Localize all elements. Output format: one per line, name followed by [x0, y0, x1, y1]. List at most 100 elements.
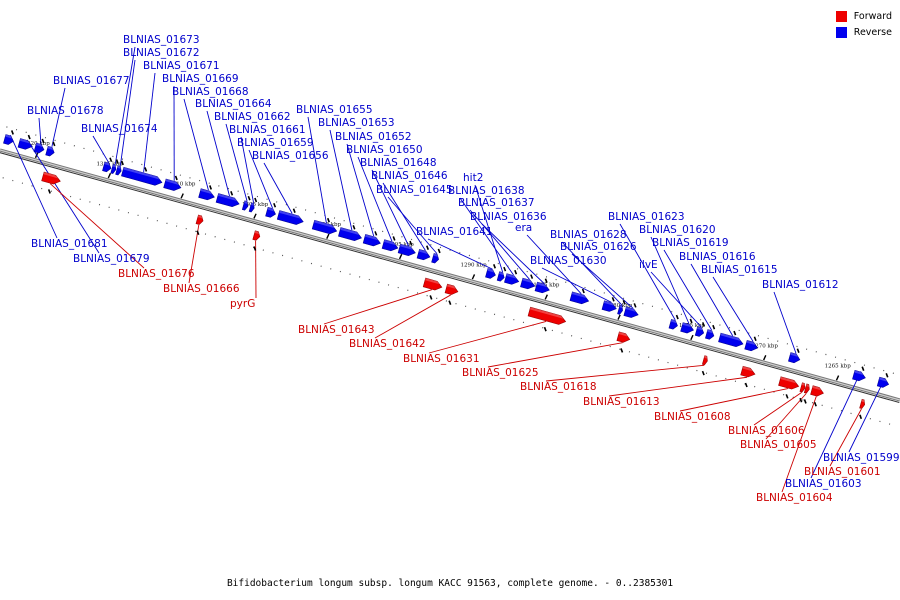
gene-label-blnias_01673[interactable]: BLNIAS_01673: [123, 34, 200, 46]
gene-blnias_01668[interactable]: [198, 188, 216, 202]
gene-era[interactable]: [569, 291, 590, 306]
gene-label-blnias_01628[interactable]: BLNIAS_01628: [550, 229, 627, 241]
gene-arrow[interactable]: [276, 210, 304, 227]
gene-label-blnias_01676[interactable]: BLNIAS_01676: [118, 268, 195, 280]
gene-label-era[interactable]: era: [515, 222, 532, 234]
gene-blnias_01628[interactable]: [617, 304, 624, 315]
gene-hit2[interactable]: [496, 271, 505, 282]
gene-arrow[interactable]: [799, 382, 806, 393]
gene-label-blnias_01620[interactable]: BLNIAS_01620: [639, 224, 716, 236]
gene-label-blnias_01662[interactable]: BLNIAS_01662: [214, 111, 291, 123]
gene-arrow[interactable]: [17, 138, 34, 151]
gene-arrow[interactable]: [705, 329, 715, 340]
gene-blnias_01679[interactable]: [17, 138, 34, 151]
gene-pyrg[interactable]: [252, 230, 261, 241]
gene-label-blnias_01650[interactable]: BLNIAS_01650: [346, 144, 423, 156]
gene-label-blnias_01677[interactable]: BLNIAS_01677: [53, 75, 130, 87]
gene-arrow[interactable]: [859, 398, 866, 409]
gene-blnias_01643[interactable]: [422, 277, 443, 292]
gene-arrow[interactable]: [694, 326, 705, 338]
gene-arrow[interactable]: [338, 227, 362, 243]
gene-arrow[interactable]: [198, 188, 216, 202]
gene-arrow[interactable]: [718, 332, 745, 348]
gene-blnias_01606[interactable]: [799, 382, 806, 393]
gene-arrow[interactable]: [569, 291, 590, 306]
gene-label-blnias_01601[interactable]: BLNIAS_01601: [804, 466, 881, 478]
gene-blnias_01681[interactable]: [3, 134, 14, 146]
gene-arrow[interactable]: [617, 304, 624, 315]
gene-label-blnias_01618[interactable]: BLNIAS_01618: [520, 381, 597, 393]
gene-label-blnias_01616[interactable]: BLNIAS_01616: [679, 251, 756, 263]
gene-label-blnias_01681[interactable]: BLNIAS_01681: [31, 238, 108, 250]
gene-blnias_01615[interactable]: [744, 340, 759, 352]
gene-label-blnias_01606[interactable]: BLNIAS_01606: [728, 425, 805, 437]
gene-label-blnias_01646[interactable]: BLNIAS_01646: [371, 170, 448, 182]
gene-arrow[interactable]: [623, 306, 640, 319]
gene-arrow[interactable]: [803, 383, 810, 394]
gene-arrow[interactable]: [163, 178, 182, 192]
gene-arrow[interactable]: [195, 214, 204, 225]
gene-arrow[interactable]: [876, 376, 890, 389]
gene-label-blnias_01668[interactable]: BLNIAS_01668: [172, 86, 249, 98]
gene-blnias_01666[interactable]: [195, 214, 204, 225]
gene-label-pyrg[interactable]: pyrG: [230, 298, 255, 310]
gene-label-blnias_01608[interactable]: BLNIAS_01608: [654, 411, 731, 423]
gene-blnias_01659[interactable]: [265, 206, 277, 218]
gene-blnias_01646[interactable]: [416, 249, 431, 261]
gene-arrow[interactable]: [248, 202, 255, 213]
gene-arrow[interactable]: [265, 206, 277, 218]
gene-arrow[interactable]: [444, 283, 459, 296]
gene-arrow[interactable]: [852, 369, 866, 382]
gene-arrow[interactable]: [3, 134, 14, 146]
gene-blnias_01625[interactable]: [616, 331, 631, 344]
gene-blnias_01678[interactable]: [33, 142, 45, 154]
gene-arrow[interactable]: [311, 219, 338, 235]
gene-arrow[interactable]: [740, 365, 757, 378]
gene-blnias_01599[interactable]: [876, 376, 890, 389]
gene-blnias_01641[interactable]: [485, 268, 497, 279]
gene-arrow[interactable]: [744, 340, 759, 352]
gene-arrow[interactable]: [41, 171, 62, 186]
gene-label-blnias_01612[interactable]: BLNIAS_01612: [762, 279, 839, 291]
gene-arrow[interactable]: [431, 253, 440, 264]
gene-label-blnias_01643[interactable]: BLNIAS_01643: [298, 324, 375, 336]
gene-label-blnias_01625[interactable]: BLNIAS_01625: [462, 367, 539, 379]
gene-label-blnias_01671[interactable]: BLNIAS_01671: [143, 60, 220, 72]
gene-arrow[interactable]: [241, 200, 249, 211]
gene-label-blnias_01599[interactable]: BLNIAS_01599: [823, 452, 900, 464]
gene-blnias_01674[interactable]: [102, 161, 112, 173]
gene-arrow[interactable]: [534, 281, 551, 294]
gene-arrow[interactable]: [397, 243, 416, 257]
gene-blnias_01661[interactable]: [248, 202, 255, 213]
gene-blnias_01672[interactable]: [115, 165, 123, 176]
gene-arrow[interactable]: [485, 268, 497, 279]
gene-arrow[interactable]: [381, 239, 399, 253]
gene-label-blnias_01642[interactable]: BLNIAS_01642: [349, 338, 426, 350]
gene-label-blnias_01636[interactable]: BLNIAS_01636: [470, 211, 547, 223]
gene-label-blnias_01648[interactable]: BLNIAS_01648: [360, 157, 437, 169]
gene-label-blnias_01679[interactable]: BLNIAS_01679: [73, 253, 150, 265]
gene-label-blnias_01645[interactable]: BLNIAS_01645: [376, 184, 453, 196]
gene-label-blnias_01664[interactable]: BLNIAS_01664: [195, 98, 272, 110]
gene-label-blnias_01613[interactable]: BLNIAS_01613: [583, 396, 660, 408]
gene-label-ilve[interactable]: ilvE: [639, 259, 658, 271]
gene-blnias_01671[interactable]: [121, 166, 163, 187]
gene-arrow[interactable]: [362, 234, 381, 247]
gene-label-blnias_01623[interactable]: BLNIAS_01623: [608, 211, 685, 223]
gene-label-blnias_01631[interactable]: BLNIAS_01631: [403, 353, 480, 365]
gene-blnias_01677[interactable]: [45, 145, 56, 157]
gene-arrow[interactable]: [701, 355, 708, 366]
gene-blnias_01676[interactable]: [41, 171, 62, 186]
gene-label-blnias_01603[interactable]: BLNIAS_01603: [785, 478, 862, 490]
gene-arrow[interactable]: [616, 331, 631, 344]
gene-blnias_01618[interactable]: [701, 355, 708, 366]
gene-label-blnias_01653[interactable]: BLNIAS_01653: [318, 117, 395, 129]
gene-arrow[interactable]: [33, 142, 45, 154]
gene-label-blnias_01672[interactable]: BLNIAS_01672: [123, 47, 200, 59]
gene-label-blnias_01678[interactable]: BLNIAS_01678: [27, 105, 104, 117]
gene-blnias_01673[interactable]: [110, 163, 117, 174]
gene-arrow[interactable]: [102, 161, 112, 173]
gene-blnias_01653[interactable]: [338, 227, 362, 243]
gene-blnias_01623[interactable]: [668, 319, 679, 330]
gene-arrow[interactable]: [115, 165, 123, 176]
